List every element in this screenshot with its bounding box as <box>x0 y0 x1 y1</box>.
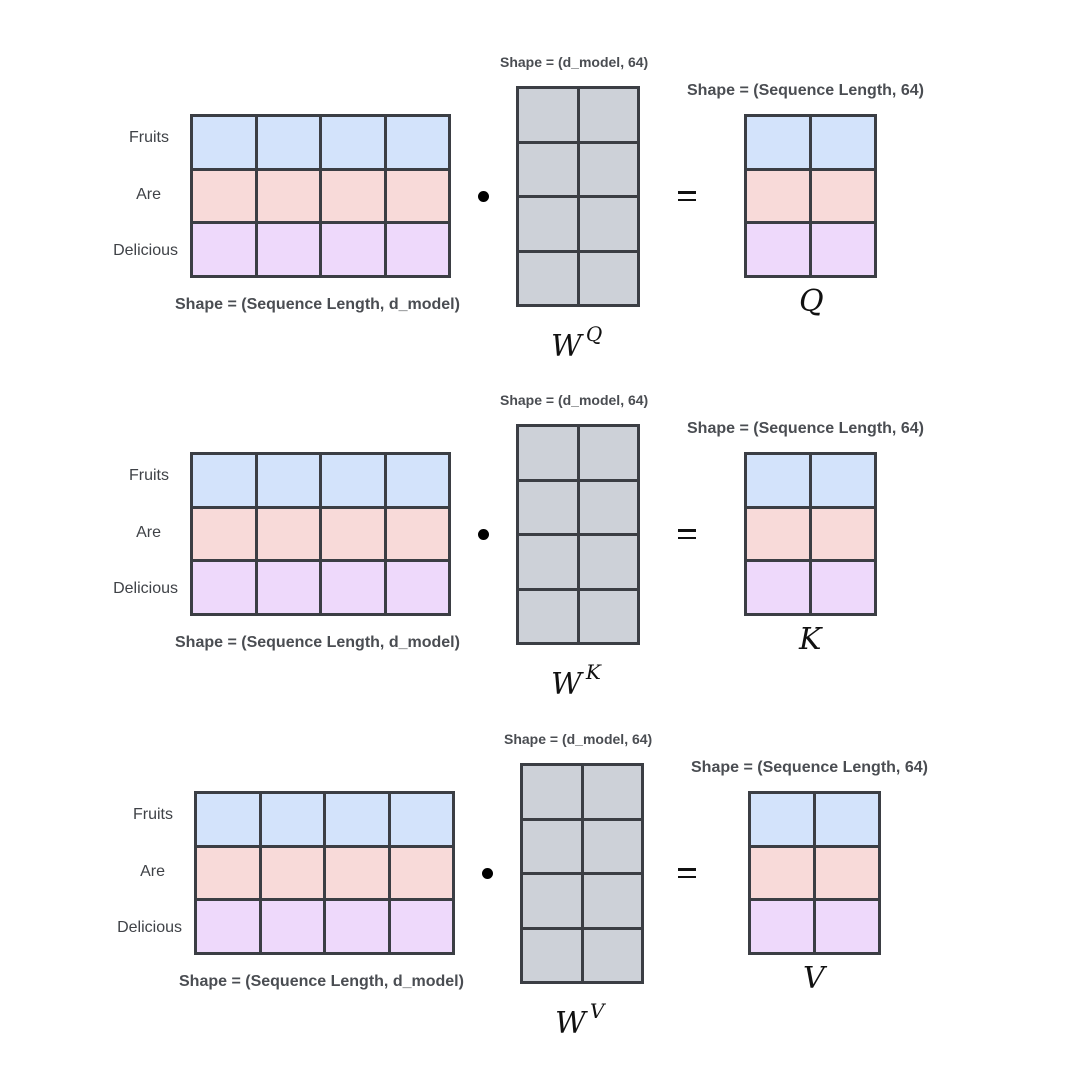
dot-product-icon <box>478 529 489 540</box>
output-shape-label: Shape = (Sequence Length, 64) <box>687 420 924 437</box>
weight-matrix-wk <box>516 424 640 645</box>
input-embedding-matrix <box>190 114 451 278</box>
equals-icon <box>678 191 696 201</box>
weight-symbol: W <box>551 329 582 364</box>
equals-icon <box>678 868 696 878</box>
panel-value: Shape = (d_model, 64) Shape = (Sequence … <box>4 677 1080 1057</box>
output-matrix-v <box>748 791 881 955</box>
weight-symbol: W <box>555 1006 586 1041</box>
equals-icon <box>678 529 696 539</box>
weight-shape-label: Shape = (d_model, 64) <box>500 392 649 408</box>
panel-key: Shape = (d_model, 64) Shape = (Sequence … <box>0 338 1080 708</box>
output-matrix-q <box>744 114 877 278</box>
output-matrix-k <box>744 452 877 616</box>
input-shape-label: Shape = (Sequence Length, d_model) <box>175 296 460 313</box>
token-label-fruits: Fruits <box>133 806 173 823</box>
output-shape-label: Shape = (Sequence Length, 64) <box>691 759 928 776</box>
token-label-are: Are <box>136 524 161 541</box>
token-label-fruits: Fruits <box>129 129 169 146</box>
dot-product-icon <box>482 868 493 879</box>
weight-superscript: K <box>585 660 601 684</box>
output-symbol-v: V <box>803 961 825 996</box>
output-shape-label: Shape = (Sequence Length, 64) <box>687 82 924 99</box>
output-symbol-k: K <box>799 622 822 657</box>
token-label-are: Are <box>136 186 161 203</box>
token-label-are: Are <box>140 863 165 880</box>
token-label-fruits: Fruits <box>129 467 169 484</box>
output-symbol-q: Q <box>799 284 824 319</box>
input-embedding-matrix <box>190 452 451 616</box>
weight-superscript: V <box>589 999 605 1023</box>
token-label-delicious: Delicious <box>113 580 178 597</box>
panel-query: Shape = (d_model, 64) Shape = (Sequence … <box>0 0 1080 370</box>
input-shape-label: Shape = (Sequence Length, d_model) <box>175 634 460 651</box>
weight-symbol: W <box>551 667 582 702</box>
input-embedding-matrix <box>194 791 455 955</box>
input-shape-label: Shape = (Sequence Length, d_model) <box>179 973 464 990</box>
weight-shape-label: Shape = (d_model, 64) <box>500 54 649 70</box>
weight-matrix-wv <box>520 763 644 984</box>
token-label-delicious: Delicious <box>117 919 182 936</box>
weight-shape-label: Shape = (d_model, 64) <box>504 731 653 747</box>
weight-superscript: Q <box>585 322 603 346</box>
dot-product-icon <box>478 191 489 202</box>
token-label-delicious: Delicious <box>113 242 178 259</box>
weight-matrix-wq <box>516 86 640 307</box>
